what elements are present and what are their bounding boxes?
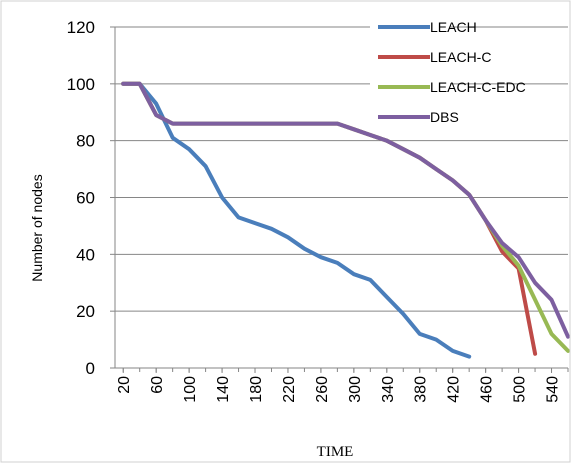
legend-label: LEACH <box>430 19 477 35</box>
x-tick-label: 500 <box>512 376 529 403</box>
x-tick-label: 340 <box>380 376 397 403</box>
x-tick-label: 380 <box>413 376 430 403</box>
legend-label: LEACH-C <box>430 49 491 65</box>
x-tick-label: 220 <box>281 376 298 403</box>
x-tick-label: 180 <box>248 376 265 403</box>
legend-label: DBS <box>430 109 459 125</box>
axes <box>110 26 569 373</box>
x-tick-label: 420 <box>446 376 463 403</box>
y-tick-label: 120 <box>67 18 95 37</box>
series-lines <box>121 81 570 359</box>
y-axis-label: Number of nodes <box>29 174 45 281</box>
x-tick-label: 300 <box>347 376 364 403</box>
x-tick-label: 20 <box>116 376 133 394</box>
y-tick-label: 60 <box>76 189 95 208</box>
series-line-leach <box>121 81 472 359</box>
gridlines <box>115 26 568 312</box>
y-tick-label: 40 <box>76 245 95 264</box>
legend: LEACH LEACH-C LEACH-C-EDC DBS <box>370 16 526 128</box>
y-tick-label: 0 <box>86 359 95 378</box>
x-tick-label: 100 <box>182 376 199 403</box>
series-line-dbs <box>121 81 570 339</box>
y-tick-label: 20 <box>76 302 95 321</box>
x-tick-label: 260 <box>314 376 331 403</box>
legend-label: LEACH-C-EDC <box>430 79 526 95</box>
x-tick-label: 540 <box>545 376 562 403</box>
y-tick-labels: 0 20 40 60 80 100 120 <box>67 18 95 378</box>
x-tick-label: 60 <box>149 376 166 394</box>
y-tick-label: 80 <box>76 132 95 151</box>
x-tick-label: 140 <box>215 376 232 403</box>
x-tick-label: 460 <box>479 376 496 403</box>
x-tick-labels: 20 60 100 140 180 220 260 300 340 380 420 460 500 540 <box>116 376 561 403</box>
y-tick-label: 100 <box>67 75 95 94</box>
x-axis-label: TIME <box>317 444 354 460</box>
